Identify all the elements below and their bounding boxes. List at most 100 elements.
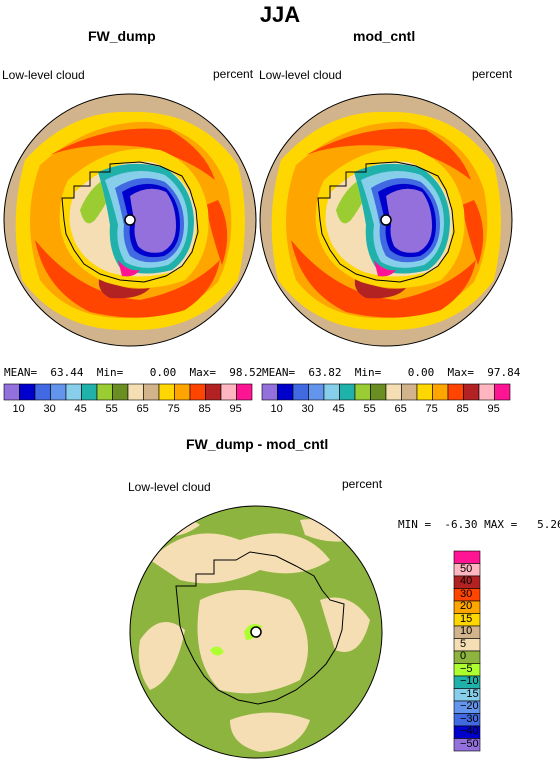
colorbar-swatch bbox=[401, 383, 418, 401]
max-label: MAX = bbox=[484, 518, 518, 531]
figure-title: JJA bbox=[259, 2, 301, 27]
min-label: MIN = bbox=[398, 518, 432, 531]
colorbar-tick-label: −30 bbox=[460, 712, 479, 725]
colorbar-tick-label: −5 bbox=[460, 662, 473, 675]
colorbar-swatch bbox=[158, 383, 175, 401]
colorbar-tick-label: 55 bbox=[363, 403, 376, 415]
colorbar-tick-label: 30 bbox=[301, 403, 314, 415]
diff-panel-title: FW_dump - mod_cntl bbox=[186, 436, 329, 452]
colorbar-swatch bbox=[292, 383, 309, 401]
colorbar-tick-label: 20 bbox=[460, 600, 473, 612]
colorbar-tick-label: −50 bbox=[460, 737, 479, 750]
colorbar-swatch bbox=[494, 383, 511, 401]
colorbar-tick-label: 65 bbox=[136, 403, 149, 415]
colorbar-swatch bbox=[453, 738, 481, 752]
colorbar-tick-label: 10 bbox=[460, 625, 473, 637]
panel-2-variable-label: Low-level cloud bbox=[259, 68, 342, 82]
colorbar-tick-label: 30 bbox=[43, 403, 56, 415]
colorbar-tick-label: 75 bbox=[425, 403, 438, 415]
panel-1-units-label: percent bbox=[213, 67, 254, 81]
map-difference bbox=[130, 506, 382, 758]
map-fw-dump bbox=[4, 94, 256, 346]
min-label: Min= bbox=[96, 366, 124, 379]
diff-variable-label: Low-level cloud bbox=[128, 480, 211, 494]
colorbar-difference bbox=[453, 550, 481, 752]
panel-title-fw-dump: FW_dump bbox=[88, 28, 156, 44]
min-value: 0.00 bbox=[407, 366, 435, 379]
max-value: 98.52 bbox=[229, 366, 263, 379]
colorbar-swatch bbox=[416, 383, 433, 401]
colorbar-swatch bbox=[34, 383, 51, 401]
colorbar-swatch bbox=[478, 383, 495, 401]
min-label: Min= bbox=[354, 366, 382, 379]
colorbar-swatch bbox=[354, 383, 371, 401]
colorbar-swatch bbox=[143, 383, 160, 401]
colorbar-tick-label: 30 bbox=[460, 587, 473, 600]
colorbar-swatch bbox=[339, 383, 356, 401]
colorbar-tick-label: −40 bbox=[460, 725, 479, 737]
colorbar-swatch bbox=[127, 383, 144, 401]
colorbar-tick-label: 85 bbox=[198, 403, 211, 415]
colorbar-mod-cntl bbox=[261, 383, 511, 401]
mean-label: MEAN= bbox=[4, 366, 38, 379]
mean-label: MEAN= bbox=[262, 366, 296, 379]
colorbar-tick-label: 95 bbox=[487, 403, 500, 415]
colorbar-tick-label: 45 bbox=[74, 403, 87, 415]
diff-units-label: percent bbox=[342, 477, 383, 491]
colorbar-tick-label: 55 bbox=[105, 403, 118, 415]
panel-title-mod-cntl: mod_cntl bbox=[353, 28, 416, 44]
colorbar-swatch bbox=[81, 383, 98, 401]
colorbar-swatch bbox=[308, 383, 325, 401]
colorbar-swatch bbox=[261, 383, 278, 401]
colorbar-tick-label: 75 bbox=[167, 403, 180, 415]
colorbar-swatch bbox=[453, 638, 481, 652]
colorbar-tick-label: 0 bbox=[460, 650, 467, 662]
diff-stats: MIN = -6.30 MAX = 5.26 bbox=[398, 518, 560, 531]
panel-1-stats: MEAN= 63.44 Min= 0.00 Max= 98.52 bbox=[4, 366, 262, 379]
colorbar-tick-label: −20 bbox=[460, 700, 479, 712]
mean-value: 63.44 bbox=[50, 366, 84, 379]
colorbar-fw-dump bbox=[3, 383, 253, 401]
colorbar-swatch bbox=[220, 383, 237, 401]
colorbar-tick-label: 15 bbox=[460, 612, 473, 625]
colorbar-tick-label: 85 bbox=[456, 403, 469, 415]
colorbar-tick-label: 95 bbox=[229, 403, 242, 415]
colorbar-swatch bbox=[174, 383, 191, 401]
colorbar-swatch bbox=[205, 383, 222, 401]
colorbar-tick-label: 10 bbox=[270, 403, 283, 415]
colorbar-swatch bbox=[323, 383, 340, 401]
min-value: -6.30 bbox=[444, 518, 478, 531]
colorbar-swatch bbox=[3, 383, 20, 401]
colorbar-swatch bbox=[385, 383, 402, 401]
colorbar-swatch bbox=[112, 383, 129, 401]
colorbar-tick-label: 40 bbox=[460, 575, 473, 587]
colorbar-swatch bbox=[189, 383, 206, 401]
colorbar-swatch bbox=[370, 383, 387, 401]
panel-2-stats: MEAN= 63.82 Min= 0.00 Max= 97.84 bbox=[262, 366, 520, 379]
max-value: 5.26 bbox=[537, 518, 560, 531]
colorbar-swatch bbox=[65, 383, 82, 401]
panel-1-variable-label: Low-level cloud bbox=[2, 68, 85, 82]
colorbar-swatch bbox=[19, 383, 36, 401]
panel-2-units-label: percent bbox=[472, 67, 513, 81]
colorbar-tick-label: −10 bbox=[460, 675, 479, 687]
colorbar-tick-label: 50 bbox=[460, 562, 473, 575]
colorbar-swatch bbox=[447, 383, 464, 401]
colorbar-tick-label: 5 bbox=[460, 637, 467, 650]
max-label: Max= bbox=[189, 366, 217, 379]
min-value: 0.00 bbox=[149, 366, 177, 379]
colorbar-swatch bbox=[432, 383, 449, 401]
colorbar-swatch bbox=[277, 383, 294, 401]
max-label: Max= bbox=[447, 366, 475, 379]
map-mod-cntl bbox=[260, 94, 512, 346]
colorbar-swatch bbox=[96, 383, 113, 401]
colorbar-tick-label: −15 bbox=[460, 687, 479, 700]
colorbar-tick-label: 10 bbox=[12, 403, 25, 415]
max-value: 97.84 bbox=[487, 366, 521, 379]
mean-value: 63.82 bbox=[308, 366, 342, 379]
colorbar-swatch bbox=[463, 383, 480, 401]
colorbar-tick-label: 45 bbox=[332, 403, 345, 415]
colorbar-tick-label: 65 bbox=[394, 403, 407, 415]
colorbar-swatch bbox=[50, 383, 67, 401]
